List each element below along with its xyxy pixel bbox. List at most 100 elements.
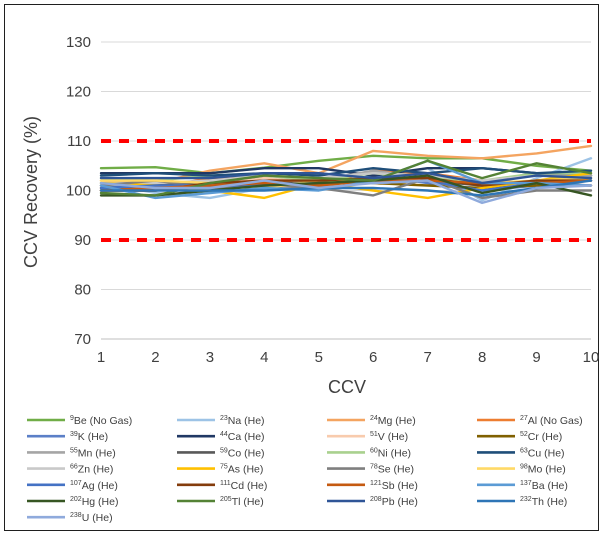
legend-label: 238U (He)	[70, 512, 113, 524]
series-lines	[99, 144, 593, 205]
legend-label: 232Th (He)	[520, 496, 567, 508]
legend-label: 44Ca (He)	[220, 431, 265, 443]
legend-item: 78Se (He)	[327, 464, 414, 476]
x-tick-label: 2	[151, 349, 159, 366]
control-limits	[101, 139, 591, 242]
legend-item: 121Sb (He)	[327, 480, 418, 492]
y-tick-label: 80	[74, 282, 91, 299]
legend-item: 44Ca (He)	[177, 431, 265, 443]
legend-label: 63Cu (He)	[520, 447, 565, 459]
x-tick-labels: 1 2 3 4 5 6 7 8 9 10	[97, 349, 600, 366]
legend-element: Tl (He)	[232, 496, 264, 508]
legend-label: 23Na (He)	[220, 415, 265, 427]
x-tick-label: 6	[369, 349, 377, 366]
legend-label: 39K (He)	[70, 431, 108, 443]
legend-item: 39K (He)	[27, 431, 108, 443]
legend-mass: 107	[70, 480, 82, 487]
legend-item: 24Mg (He)	[327, 415, 416, 427]
legend-item: 107Ag (He)	[27, 480, 118, 492]
legend-element: Ca (He)	[228, 431, 265, 443]
legend-mass: 121	[370, 480, 382, 487]
x-tick-label: 9	[532, 349, 540, 366]
legend-item: 55Mn (He)	[27, 447, 116, 459]
legend-label: 205Tl (He)	[220, 496, 264, 508]
legend-mass: 55	[70, 447, 78, 454]
y-axis-label: CCV Recovery (%)	[21, 116, 41, 268]
legend-element: K (He)	[78, 431, 108, 443]
legend-label: 27Al (No Gas)	[520, 415, 583, 427]
x-tick-label: 5	[315, 349, 323, 366]
series-line-202	[99, 174, 593, 197]
legend-mass: 52	[520, 431, 528, 438]
legend-element: Zn (He)	[78, 464, 114, 476]
legend-mass: 232	[520, 496, 532, 503]
x-tick-label: 8	[478, 349, 486, 366]
legend-mass: 137	[520, 480, 532, 487]
chart-frame: 70 80 90 100 110 120 130 1 2 3 4 5 6 7 8 9 10 CCV Recov…	[4, 4, 599, 531]
legend-item: 27Al (No Gas)	[477, 415, 583, 427]
legend-label: 66Zn (He)	[70, 464, 113, 476]
legend-item: 238U (He)	[27, 512, 113, 524]
legend-label: 55Mn (He)	[70, 447, 116, 459]
legend-label: 98Mo (He)	[520, 464, 566, 476]
x-tick-label: 10	[583, 349, 600, 366]
legend-element: Ni (He)	[378, 447, 411, 459]
y-tick-label: 70	[74, 331, 91, 348]
legend-element: Be (No Gas)	[74, 415, 132, 427]
legend-label: 137Ba (He)	[520, 480, 568, 492]
legend-label: 51V (He)	[370, 431, 408, 443]
legend-label: 208Pb (He)	[370, 496, 418, 508]
legend-item: 98Mo (He)	[477, 464, 566, 476]
legend-item: 232Th (He)	[477, 496, 567, 508]
legend-mass: 59	[220, 447, 228, 454]
x-tick-label: 7	[423, 349, 431, 366]
legend-mass: 208	[370, 496, 382, 503]
legend-element: Mn (He)	[78, 447, 116, 459]
legend-mass: 9	[70, 415, 74, 422]
legend-item: 59Co (He)	[177, 447, 265, 459]
legend-element: Cu (He)	[528, 447, 565, 459]
legend-element: Co (He)	[228, 447, 265, 459]
legend-label: 59Co (He)	[220, 447, 265, 459]
x-tick-label: 3	[206, 349, 214, 366]
series-line-238	[99, 179, 593, 205]
legend-item: 111Cd (He)	[177, 480, 267, 492]
legend-element: As (He)	[228, 464, 264, 476]
series-line-205	[99, 159, 593, 197]
legend-label: 24Mg (He)	[370, 415, 416, 427]
legend-item: 75As (He)	[177, 464, 263, 476]
legend-item: 52Cr (He)	[477, 431, 562, 443]
legend-element: Cd (He)	[231, 480, 268, 492]
legend-mass: 23	[220, 415, 228, 422]
legend-mass: 27	[520, 415, 528, 422]
legend-item: 137Ba (He)	[477, 480, 568, 492]
legend-mass: 39	[70, 431, 78, 438]
legend-item: 208Pb (He)	[327, 496, 418, 508]
legend-item: 66Zn (He)	[27, 464, 113, 476]
series-line-9	[99, 154, 593, 175]
legend-item: 205Tl (He)	[177, 496, 264, 508]
legend-mass: 75	[220, 464, 228, 471]
legend-element: Se (He)	[378, 464, 414, 476]
legend-element: Th (He)	[532, 496, 568, 508]
series-line-208	[99, 171, 593, 185]
legend-element: Hg (He)	[82, 496, 119, 508]
legend-mass: 78	[370, 464, 378, 471]
legend-element: Cr (He)	[528, 431, 562, 443]
legend-label: 9Be (No Gas)	[70, 415, 132, 427]
legend-element: Ba (He)	[532, 480, 568, 492]
legend-mass: 63	[520, 447, 528, 454]
legend-mass: 98	[520, 464, 528, 471]
legend-label: 52Cr (He)	[520, 431, 562, 443]
legend-mass: 238	[70, 512, 82, 519]
legend-element: Al (No Gas)	[528, 415, 583, 427]
y-tick-label: 120	[66, 84, 91, 101]
legend-label: 111Cd (He)	[220, 480, 267, 492]
legend-mass: 44	[220, 431, 228, 438]
legend-mass: 60	[370, 447, 378, 454]
legend-mass: 66	[70, 464, 78, 471]
legend-element: Mo (He)	[528, 464, 566, 476]
legend-item: 63Cu (He)	[477, 447, 565, 459]
legend-item: 9Be (No Gas)	[27, 415, 132, 427]
